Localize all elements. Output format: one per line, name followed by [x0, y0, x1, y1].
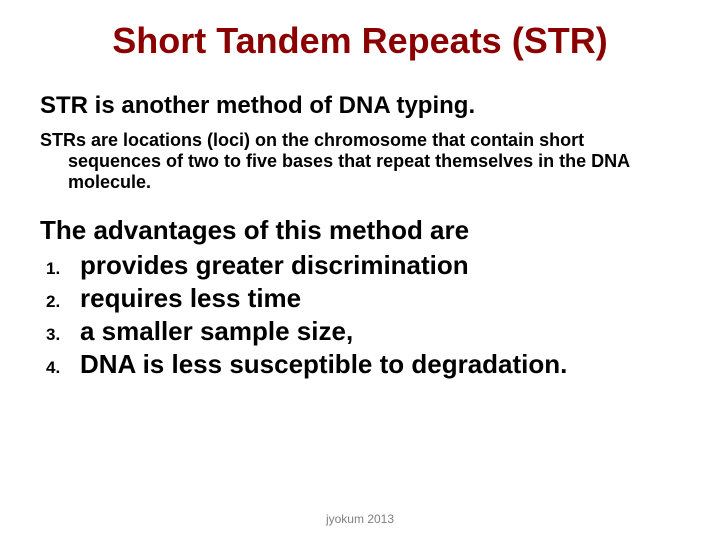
advantages-list: 1. provides greater discrimination 2. re…	[40, 250, 680, 380]
list-number: 2.	[40, 292, 80, 312]
slide-title: Short Tandem Repeats (STR)	[40, 20, 680, 62]
list-number: 4.	[40, 358, 80, 378]
list-item: 1. provides greater discrimination	[40, 250, 680, 281]
list-item: 3. a smaller sample size,	[40, 316, 680, 347]
list-number: 1.	[40, 259, 80, 279]
list-text: a smaller sample size,	[80, 316, 353, 347]
definition-text: STRs are locations (loci) on the chromos…	[68, 130, 680, 193]
list-text: DNA is less susceptible to degradation.	[80, 349, 567, 380]
list-item: 4. DNA is less susceptible to degradatio…	[40, 349, 680, 380]
list-text: provides greater discrimination	[80, 250, 469, 281]
list-text: requires less time	[80, 283, 301, 314]
list-item: 2. requires less time	[40, 283, 680, 314]
list-number: 3.	[40, 325, 80, 345]
subtitle: STR is another method of DNA typing.	[40, 92, 680, 120]
slide: Short Tandem Repeats (STR) STR is anothe…	[0, 0, 720, 540]
footer-text: jyokum 2013	[0, 512, 720, 526]
advantages-heading: The advantages of this method are	[40, 215, 680, 246]
